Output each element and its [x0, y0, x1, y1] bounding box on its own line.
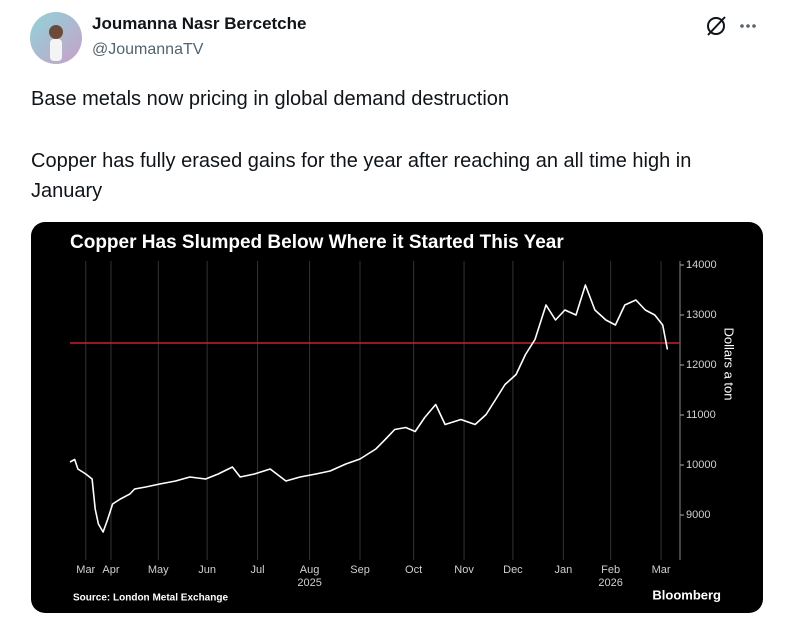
x-tick-label: Mar	[652, 564, 671, 576]
source: Source: London Metal Exchange	[73, 593, 228, 604]
y-tick-label: 12000	[686, 359, 717, 371]
post-text: Copper has fully erased gains for the ye…	[31, 150, 692, 202]
y-tick-label: 10000	[686, 459, 717, 471]
post-icons[interactable]	[704, 14, 764, 38]
brand: Bloomberg	[652, 587, 721, 602]
x-tick-label: May	[148, 564, 169, 576]
x-tick-label: Jul	[251, 564, 265, 576]
x-tick-label: Sep	[350, 564, 370, 576]
chart-title: Copper Has Slumped Below Where it Starte…	[70, 232, 564, 253]
author-name[interactable]: Joumanna Nasr Bercetche	[92, 14, 307, 33]
y-tick-label: 13000	[686, 309, 717, 321]
y-tick-label: 9000	[686, 509, 710, 521]
x-tick-label: Oct	[405, 564, 422, 576]
x-tick-label: Apr	[102, 564, 119, 576]
x-tick-label: Dec	[503, 564, 523, 576]
x-tick-label: Jan	[554, 564, 572, 576]
x-tick-label: Aug	[300, 564, 320, 576]
handle[interactable]: @JoumannaTV	[92, 41, 204, 58]
x-tick-label: Nov	[454, 564, 474, 576]
x-year-label: 2026	[598, 577, 622, 589]
x-tick-label: Mar	[76, 564, 95, 576]
chart: Copper Has Slumped Below Where it Starte…	[31, 222, 763, 613]
price-line	[69, 284, 669, 533]
y-tick-label: 11000	[686, 409, 716, 421]
y-tick-label: 14000	[686, 259, 717, 271]
x-tick-label: Feb	[601, 564, 620, 576]
x-year-label: 2025	[297, 577, 321, 589]
chart-background	[31, 222, 763, 613]
avatar[interactable]	[30, 12, 82, 64]
x-tick-label: Jun	[198, 564, 216, 576]
post-text: Base metals now pricing in global demand…	[31, 88, 510, 110]
y-axis-label: Dollars a ton	[722, 328, 737, 401]
